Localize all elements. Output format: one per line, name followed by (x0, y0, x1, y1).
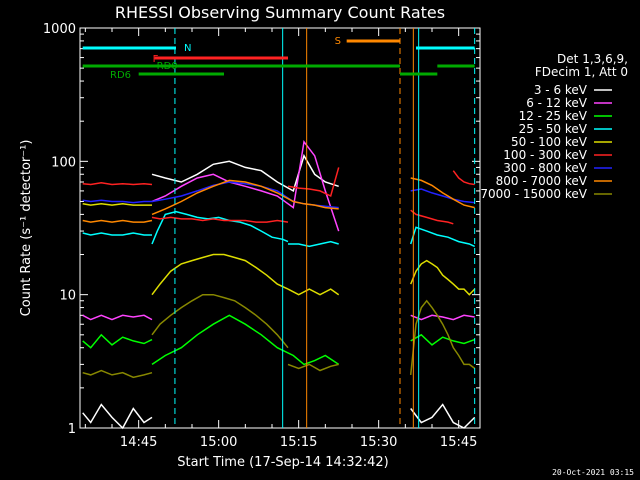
series-line-4-2 (287, 288, 340, 296)
legend-label-8: 7000 - 15000 keV (480, 187, 587, 201)
series-line-8-0 (82, 369, 153, 379)
status-label-rd6: RD6 (110, 70, 131, 81)
series-line-1-2 (410, 314, 475, 321)
y-tick-label: 1000 (43, 22, 76, 37)
series-line-2-0 (82, 333, 153, 349)
series-line-1-1 (151, 139, 340, 232)
series-line-7-0 (82, 219, 153, 223)
legend-label-3: 25 - 50 keV (519, 122, 588, 136)
series-line-4-3 (410, 259, 476, 296)
series-line-2-1 (151, 314, 340, 366)
legend-label-4: 50 - 100 keV (511, 135, 588, 149)
legend-label-6: 300 - 800 keV (503, 161, 587, 175)
series-line-4-0 (82, 203, 152, 206)
legend-label-7: 800 - 7000 keV (496, 174, 588, 188)
status-label-f: F (153, 54, 159, 65)
status-label-n: N (184, 43, 191, 54)
x-tick-label: 15:45 (440, 435, 477, 450)
status-label-s: S (335, 36, 341, 47)
series-line-8-3 (409, 299, 476, 375)
x-tick-label: 14:45 (120, 435, 157, 450)
status-label-rd0: RD0 (157, 61, 178, 72)
series-line-6-0 (82, 199, 152, 204)
legend-label-5: 100 - 300 keV (503, 148, 587, 162)
y-tick-label: 100 (51, 155, 76, 170)
series-line-0-1 (151, 153, 339, 193)
x-tick-label: 15:00 (200, 435, 237, 450)
series-line-8-1 (151, 293, 289, 349)
series-line-3-3 (409, 226, 476, 248)
legend-header-1: FDecim 1, Att 0 (535, 65, 628, 79)
plot-frame (79, 27, 481, 429)
x-tick-label: 15:15 (280, 435, 317, 450)
series-line-5-0 (82, 182, 153, 186)
legend-label-0: 3 - 6 keV (534, 83, 588, 97)
series-line-3-2 (288, 240, 339, 248)
y-axis-label: Count Rate (s⁻¹ detector⁻¹) (19, 140, 34, 317)
y-tick-label: 10 (59, 289, 76, 304)
x-tick-label: 15:30 (360, 435, 397, 450)
y-axis-label-text: Count Rate (s⁻¹ detector⁻¹) (19, 140, 34, 317)
series-line-6-2 (410, 188, 475, 204)
chart-title: RHESSI Observing Summary Count Rates (115, 3, 445, 22)
series-line-7-2 (410, 177, 475, 209)
series-line-5-1 (151, 216, 289, 223)
series-line-1-0 (82, 314, 153, 321)
series-line-0-0 (82, 403, 153, 430)
legend-label-1: 6 - 12 keV (526, 96, 588, 110)
series-line-8-2 (287, 363, 339, 372)
series-line-3-0 (82, 232, 152, 236)
series-line-7-1 (151, 179, 339, 216)
series-line-2-2 (410, 333, 475, 346)
series-line-3-1 (151, 210, 289, 245)
timestamp: 20-Oct-2021 03:15 (552, 468, 634, 477)
series-line-5-4 (452, 170, 475, 186)
series-line-0-2 (410, 403, 476, 429)
series-line-5-2 (287, 167, 340, 198)
series-line-5-3 (410, 209, 454, 225)
legend-label-2: 12 - 25 keV (519, 109, 588, 123)
legend-header-0: Det 1,3,6,9, (557, 52, 628, 66)
y-tick-label: 1 (68, 422, 76, 437)
x-axis-label: Start Time (17-Sep-14 14:32:42) (177, 455, 388, 470)
series-line-4-1 (151, 253, 289, 296)
